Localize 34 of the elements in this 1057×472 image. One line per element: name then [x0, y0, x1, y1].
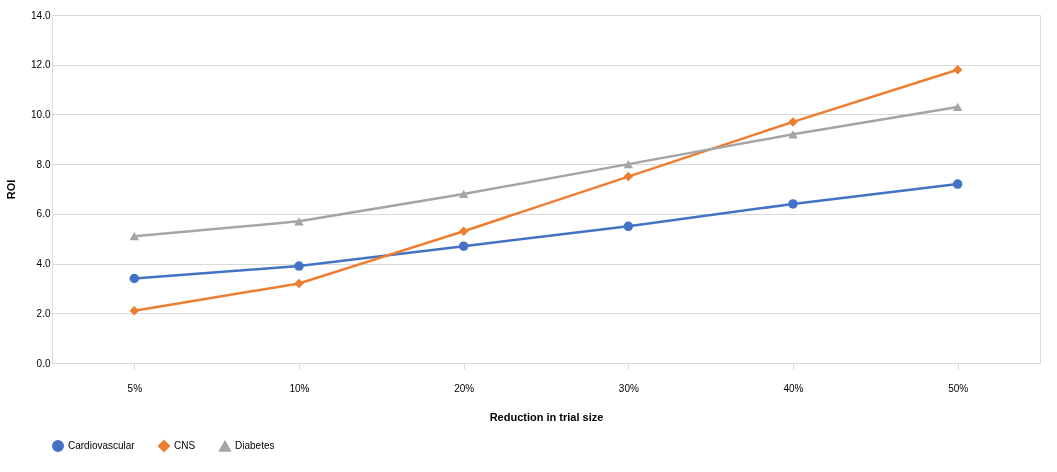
legend-label: CNS — [174, 440, 196, 451]
point — [294, 261, 304, 271]
point — [952, 179, 963, 189]
y-tick-label: 0.0 — [36, 357, 51, 369]
point — [952, 102, 963, 112]
x-tick-label: 30% — [618, 382, 639, 394]
y-tick-label: 6.0 — [36, 208, 51, 220]
point — [129, 273, 140, 284]
point — [788, 199, 798, 209]
point — [952, 64, 963, 75]
point — [129, 232, 140, 241]
legend-label: Cardiovascular — [68, 440, 136, 451]
y-tick-label: 10.0 — [31, 108, 51, 120]
point — [294, 278, 304, 289]
point — [129, 306, 140, 316]
x-tick-label: 20% — [454, 382, 475, 394]
y-tick-label: 2.0 — [36, 307, 51, 319]
x-axis-title: Reduction in trial size — [489, 410, 604, 423]
point — [458, 241, 469, 251]
point — [458, 189, 469, 199]
x-tick-label: 10% — [289, 382, 310, 394]
x-tick-label: 50% — [948, 382, 969, 394]
y-tick-label: 14.0 — [31, 9, 51, 21]
x-tick-label: 40% — [783, 382, 804, 394]
y-tick-label: 4.0 — [36, 258, 51, 270]
point — [458, 226, 469, 236]
point — [623, 171, 634, 182]
x-tick-label: 5% — [127, 382, 143, 394]
legend-label: Diabetes — [235, 440, 275, 452]
y-axis-title: ROI — [5, 179, 18, 200]
point — [623, 221, 634, 232]
y-tick-label: 12.0 — [31, 59, 51, 71]
point — [623, 160, 634, 169]
y-tick-label: 8.0 — [36, 158, 51, 170]
